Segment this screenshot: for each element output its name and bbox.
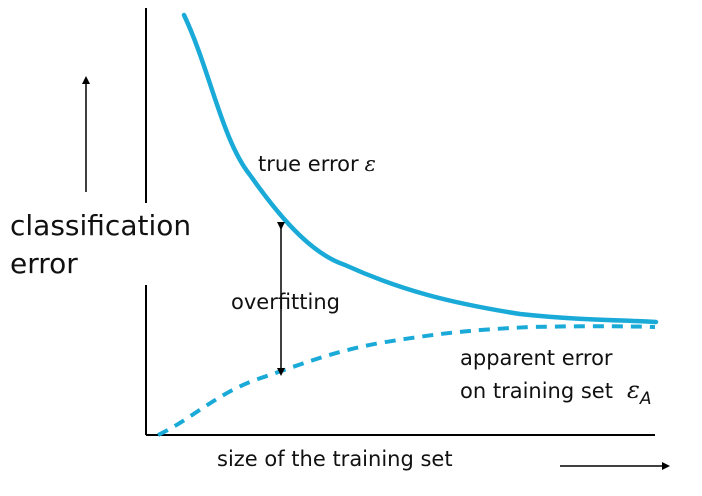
true-error-label: true error ε — [258, 154, 376, 175]
apparent-error-label-line1: apparent error — [460, 346, 613, 370]
x-axis-label: size of the training set — [217, 447, 453, 471]
y-axis-label-line1: classification — [10, 209, 192, 242]
true-error-curve — [181, 12, 659, 325]
overfitting-label: overfitting — [231, 290, 340, 314]
apparent-error-subscript: A — [639, 389, 652, 409]
y-axis-label-line2: error — [10, 247, 78, 280]
true-error-text: true error — [258, 152, 359, 176]
apparent-error-curve — [157, 324, 656, 437]
true-error-symbol: ε — [364, 152, 376, 176]
apparent-error-text: on training set — [460, 379, 613, 403]
apparent-error-label-line2: on training set εA — [460, 378, 652, 408]
apparent-error-symbol: ε — [626, 376, 640, 404]
